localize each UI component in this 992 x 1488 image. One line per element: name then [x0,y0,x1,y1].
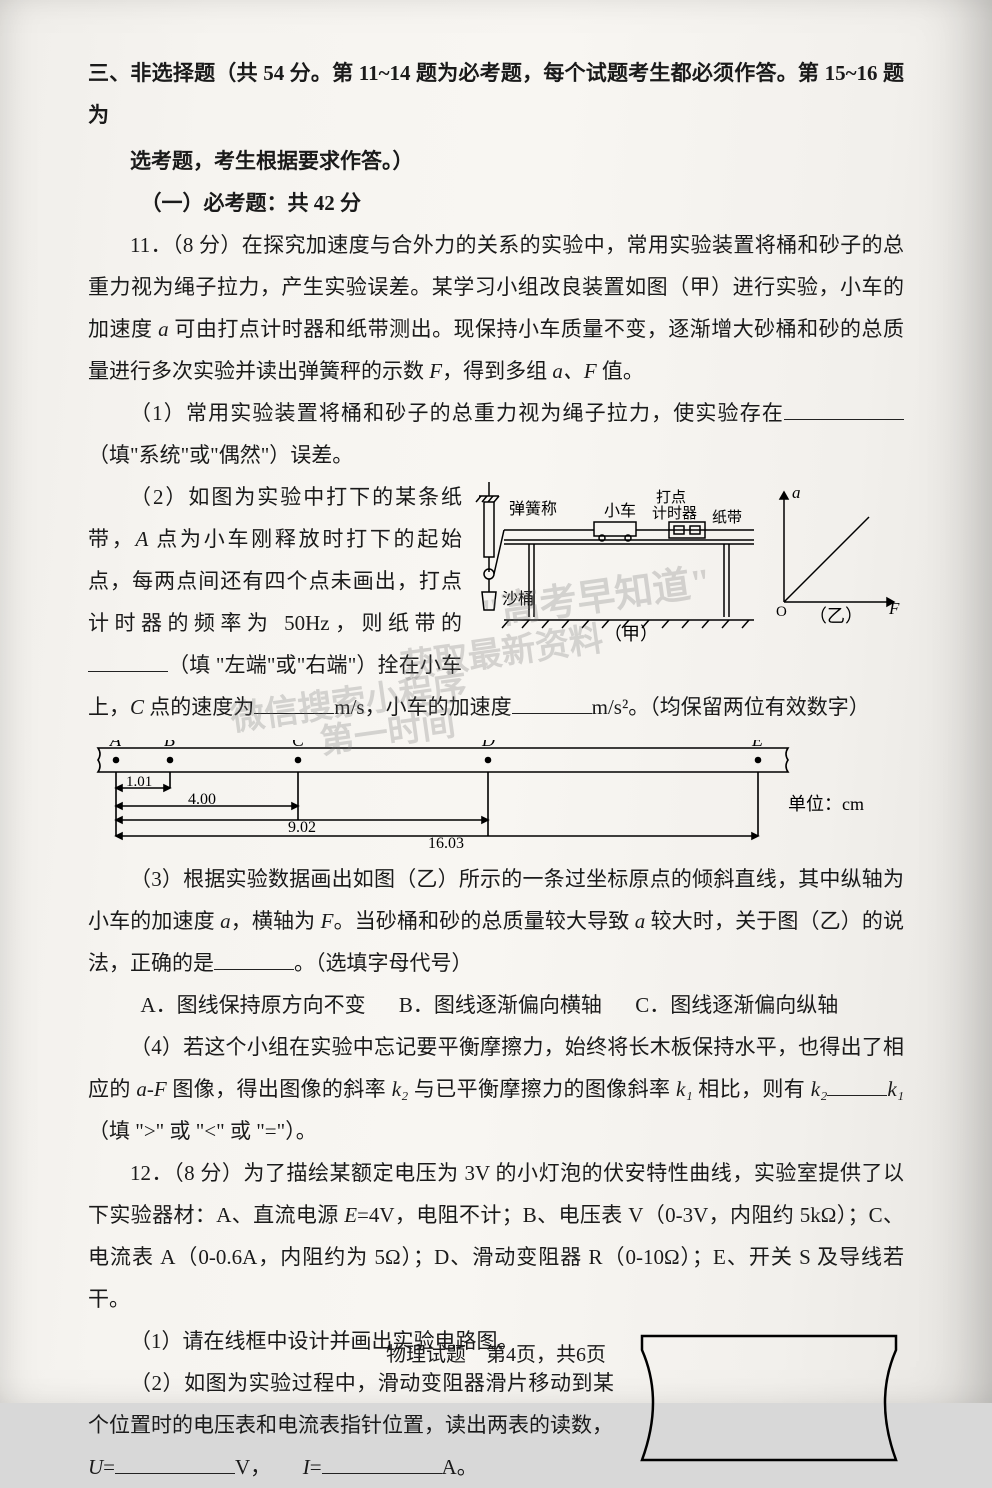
section-title-line2: 选考题，考生根据要求作答。） [88,140,904,182]
var-a: a [158,317,169,341]
q11-score: （8 分） [172,233,242,257]
opt-B: B．图线逐渐偏向横轴 [399,984,602,1026]
q11-p3: （3）根据实验数据画出如图（乙）所示的一条过坐标原点的倾斜直线，其中纵轴为小车的… [88,858,904,984]
page-footer: 物理试题 第4页，共6页 [0,1335,992,1375]
graph-o: O [776,604,787,620]
var-k1: k₁ [676,1077,693,1101]
label-sand: 沙桶 [502,590,534,608]
var-F: F [429,359,442,383]
q11-p4-d: 相比，则有 [693,1077,811,1101]
q11-p4: （4）若这个小组在实验中忘记要平衡摩擦力，始终将长木板保持水平，也得出了相应的 … [88,1026,904,1152]
var-A-pt: A [135,527,148,551]
var-F3: F [321,909,334,933]
opt-A: A．图线保持原方向不变 [141,984,366,1026]
q11-intro: 11．（8 分）在探究加速度与合外力的关系的实验中，常用实验装置将桶和砂子的总重… [88,224,904,392]
q11-p2-e: m/s，小车的加速度 [334,695,511,719]
dim-AC: 4.00 [188,791,216,808]
q11-p3-e: 。（选填字母代号） [294,951,473,975]
label-timer2: 计时器 [652,505,697,522]
pt-A: A [109,740,122,750]
graph-a-label: a [792,483,801,502]
q11-p4-c: 与已平衡摩擦力的图像斜率 [408,1077,676,1101]
q11-p4-e: （填 ">" 或 "<" 或 "="）。 [88,1119,317,1143]
blank-I[interactable] [322,1450,442,1474]
var-k2: k₂ [392,1077,409,1101]
var-k1b: k₁ [887,1077,904,1101]
blank-4[interactable] [512,690,592,714]
label-car: 小车 [604,502,636,520]
q11-p1: （1）常用实验装置将桶和砂子的总重力视为绳子拉力，使实验存在 （填"系统"或"偶然… [88,392,904,476]
var-a3: a [220,909,231,933]
pt-D: D [481,740,495,750]
q11-num: 11． [130,233,172,257]
blank-1[interactable] [784,396,904,420]
eq2: = [310,1455,322,1479]
q11-p2-f: m/s²。（均保留两位有效数字） [592,695,870,719]
section-subtitle: （一）必考题：共 42 分 [141,182,905,224]
q11-intro-c: ，得到多组 [442,359,552,383]
label-timer1: 打点 [656,489,686,506]
eq1: = [103,1455,115,1479]
var-U: U [88,1455,103,1479]
q11-p2-d: 点的速度为 [144,695,254,719]
var-C-pt: C [130,695,144,719]
section-title-line1: 三、非选择题（共 54 分。第 11~14 题为必考题，每个试题考生都必须作答。… [88,52,904,136]
q12-num: 12． [130,1161,173,1185]
blank-3[interactable] [254,690,334,714]
var-k2b: k₂ [811,1077,828,1101]
q11-intro-d: 值。 [597,359,644,383]
label-spring: 弹簧称 [509,499,557,518]
tape-figure: A B C D E 1.01 4.00 9.02 16.03 单位：cm [88,740,904,850]
caption-jia: （甲） [604,624,658,642]
tape-unit: 单位：cm [788,794,864,814]
opt-C: C．图线逐渐偏向纵轴 [635,984,838,1026]
graph-F-label: F [888,599,900,618]
page: 三、非选择题（共 54 分。第 11~14 题为必考题，每个试题考生都必须作答。… [0,0,992,1403]
dim-AB: 1.01 [126,774,152,790]
var-aF: a、F [552,359,596,383]
tape-svg: A B C D E 1.01 4.00 9.02 16.03 单位：cm [88,740,888,850]
var-aFimg: a-F [136,1077,166,1101]
var-I: I [303,1455,310,1479]
unit-A: A。 [442,1455,478,1479]
var-a3b: a [635,909,646,933]
pt-B: B [164,740,175,750]
dim-AE: 16.03 [428,835,464,850]
q12-score: （8 分） [173,1161,243,1185]
pt-C: C [292,740,305,750]
q11-p4-b: 图像，得出图像的斜率 [167,1077,392,1101]
unit-V: V， [235,1455,261,1479]
dim-AD: 9.02 [288,819,316,836]
q11-p1-b: （填"系统"或"偶然"）误差。 [88,443,353,467]
q12-intro: 12．（8 分）为了描绘某额定电压为 3V 的小灯泡的伏安特性曲线，实验室提供了… [88,1152,904,1320]
caption-yi: （乙） [809,606,863,626]
q11-p3-b: ，横轴为 [231,909,321,933]
q11-p1-a: （1）常用实验装置将桶和砂子的总重力视为绳子拉力，使实验存在 [130,401,784,425]
blank-U[interactable] [115,1450,235,1474]
q11-p3-c: 。当砂桶和砂的总质量较大导致 [333,909,634,933]
blank-2[interactable] [88,648,168,672]
pt-E: E [751,740,763,750]
blank-6[interactable] [827,1072,887,1096]
apparatus-svg: 弹簧称 小车 打点 计时器 纸带 沙桶 （甲） a O F （乙） [474,482,904,642]
var-E: E [344,1203,357,1227]
q11-options: A．图线保持原方向不变 B．图线逐渐偏向横轴 C．图线逐渐偏向纵轴 [141,984,905,1026]
label-tape: 纸带 [712,509,742,526]
blank-5[interactable] [214,946,294,970]
figure-apparatus-and-graph: 弹簧称 小车 打点 计时器 纸带 沙桶 （甲） a O F （乙） [474,482,904,642]
